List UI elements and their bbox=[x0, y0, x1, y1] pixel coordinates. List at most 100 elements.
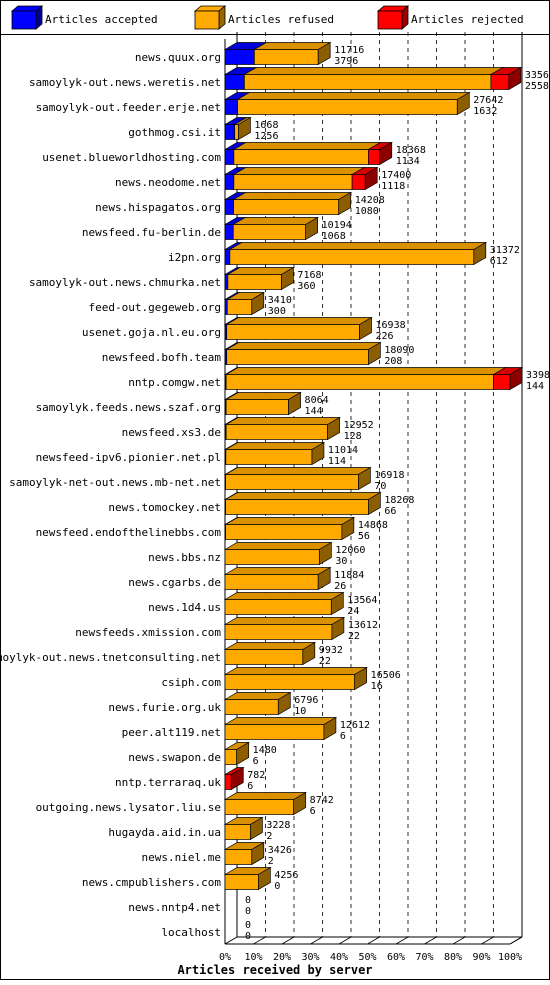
bar-end-cap bbox=[323, 716, 337, 741]
bar-refused bbox=[225, 374, 494, 390]
value-label-bottom: 6 bbox=[340, 731, 346, 742]
bar-refused-top bbox=[223, 667, 368, 675]
value-label-top: 16918 bbox=[374, 470, 404, 481]
server-label: nntp.comgw.net bbox=[128, 376, 221, 389]
bar-refused-top bbox=[232, 167, 366, 175]
x-tick-label: 90% bbox=[472, 952, 490, 963]
grid-floor-line bbox=[424, 936, 437, 945]
value-label-top: 18090 bbox=[384, 345, 414, 356]
bar-refused bbox=[224, 674, 356, 690]
grid-floor-line bbox=[509, 936, 523, 945]
bar-end-cap bbox=[250, 816, 263, 841]
bar-end-cap bbox=[341, 516, 355, 541]
server-label: newsfeed.endofthelinebbs.com bbox=[36, 526, 222, 539]
value-label-bottom: 24 bbox=[347, 606, 359, 617]
bar-accepted bbox=[224, 174, 235, 190]
bar-refused bbox=[224, 749, 238, 765]
server-label: samoylyk-out.news.weretis.net bbox=[29, 76, 221, 89]
value-label-bottom: 1068 bbox=[322, 231, 346, 242]
bar-end-cap bbox=[327, 416, 340, 441]
value-label-bottom: 114 bbox=[328, 456, 346, 467]
value-label-top: 3228 bbox=[266, 820, 290, 831]
bar-accepted bbox=[224, 49, 255, 65]
bar-end-cap bbox=[368, 341, 381, 366]
server-label: news.cgarbs.de bbox=[128, 576, 221, 589]
server-label: newsfeed-ipv6.pionier.net.pl bbox=[36, 451, 221, 464]
value-label-top: 8064 bbox=[305, 395, 329, 406]
bar-refused-top bbox=[223, 792, 307, 800]
bar-refused-top bbox=[224, 417, 341, 425]
value-label-top: 31372 bbox=[490, 245, 520, 256]
grid-floor-line bbox=[310, 936, 323, 945]
value-label-top: 14208 bbox=[355, 195, 385, 206]
legend-label: Articles rejected bbox=[411, 13, 524, 26]
x-tick-label: 60% bbox=[387, 952, 405, 963]
bar-refused bbox=[224, 574, 319, 590]
bar-refused bbox=[224, 699, 279, 715]
value-label-bottom: 208 bbox=[384, 356, 402, 367]
bar-refused-top bbox=[232, 192, 353, 200]
bar-refused bbox=[224, 599, 332, 615]
value-label-top: 1668 bbox=[254, 120, 278, 131]
server-label: news.swapon.de bbox=[128, 751, 221, 764]
grid-floor-line bbox=[395, 936, 409, 945]
bar-end-cap bbox=[358, 466, 371, 491]
bar-refused bbox=[234, 124, 239, 140]
value-label-bottom: 22 bbox=[348, 631, 360, 642]
bar-refused bbox=[224, 549, 320, 565]
bar-end-cap bbox=[359, 316, 372, 341]
legend-label: Articles refused bbox=[228, 13, 334, 26]
bar-accepted bbox=[224, 99, 238, 115]
value-label-top: 16938 bbox=[376, 320, 406, 331]
bar-refused bbox=[225, 399, 289, 415]
bar-refused-top bbox=[223, 542, 333, 550]
value-label-top: 11884 bbox=[334, 570, 364, 581]
bar-end-cap bbox=[238, 116, 251, 141]
bar-accepted bbox=[224, 249, 231, 265]
bar-end-cap bbox=[251, 291, 265, 316]
value-label-top: 13612 bbox=[348, 620, 378, 631]
bar-end-cap bbox=[302, 641, 316, 666]
value-label-bottom: 1134 bbox=[396, 156, 420, 167]
value-label-top: 7168 bbox=[297, 270, 321, 281]
value-label-top: 4256 bbox=[274, 870, 298, 881]
bar-end-cap bbox=[288, 391, 301, 416]
value-label-top: 14868 bbox=[358, 520, 388, 531]
bar-end-cap bbox=[230, 766, 244, 791]
value-label-top: 1480 bbox=[253, 745, 277, 756]
bar-refused-top bbox=[223, 717, 338, 725]
value-label-bottom: 2558 bbox=[525, 81, 549, 92]
value-label-top: 27642 bbox=[473, 95, 503, 106]
bar-refused-top bbox=[224, 492, 382, 500]
value-label-bottom: 16 bbox=[371, 681, 383, 692]
bar-refused bbox=[233, 174, 353, 190]
bar-refused-top bbox=[225, 317, 373, 325]
bar-end-cap bbox=[281, 266, 294, 291]
value-label-bottom: 1118 bbox=[381, 181, 405, 192]
bar-refused bbox=[226, 324, 360, 340]
legend-swatch bbox=[194, 10, 220, 30]
bar-refused bbox=[224, 824, 251, 840]
bar-refused bbox=[254, 49, 319, 65]
bar-rejected bbox=[224, 774, 232, 790]
x-tick-label: 50% bbox=[358, 952, 376, 963]
bar-refused bbox=[226, 299, 253, 315]
value-label-top: 13564 bbox=[347, 595, 377, 606]
bar-refused-top bbox=[232, 142, 382, 150]
bar-refused-top bbox=[224, 517, 356, 525]
bar-end-cap bbox=[338, 191, 352, 216]
value-label-bottom: 300 bbox=[268, 306, 286, 317]
value-label-bottom: 360 bbox=[297, 281, 315, 292]
value-label-bottom: 22 bbox=[319, 656, 331, 667]
x-tick-label: 30% bbox=[301, 952, 319, 963]
bar-accepted bbox=[224, 74, 245, 90]
server-label: news.nntp4.net bbox=[128, 901, 221, 914]
bar-refused bbox=[224, 874, 259, 890]
server-label: nntp.terraraq.uk bbox=[115, 776, 221, 789]
value-label-bottom: 6 bbox=[253, 756, 259, 767]
server-label: localhost bbox=[161, 926, 221, 939]
bar-accepted bbox=[224, 274, 229, 290]
value-label-bottom: 10 bbox=[294, 706, 306, 717]
bar-refused bbox=[224, 649, 304, 665]
